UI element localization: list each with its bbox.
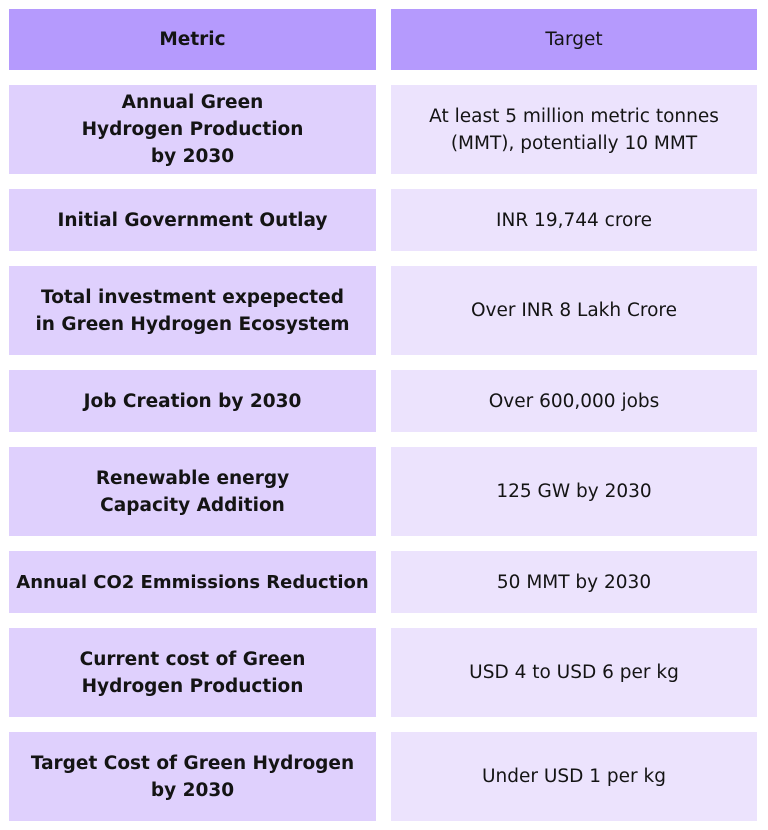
table-row: Target Cost of Green Hydrogen by 2030 Un… — [0, 732, 768, 821]
row-metric: Annual CO2 Emmissions Reduction — [9, 551, 376, 613]
row-metric: Current cost of Green Hydrogen Productio… — [9, 628, 376, 717]
header-target: Target — [391, 9, 757, 70]
row-metric: Target Cost of Green Hydrogen by 2030 — [9, 732, 376, 821]
row-target: Over INR 8 Lakh Crore — [391, 266, 757, 355]
row-metric: Annual Green Hydrogen Production by 2030 — [9, 85, 376, 174]
table-row: Current cost of Green Hydrogen Productio… — [0, 628, 768, 717]
row-metric: Initial Government Outlay — [9, 189, 376, 251]
row-target: At least 5 million metric tonnes (MMT), … — [391, 85, 757, 174]
row-metric: Job Creation by 2030 — [9, 370, 376, 432]
table-row: Job Creation by 2030 Over 600,000 jobs — [0, 370, 768, 432]
table-row: Initial Government Outlay INR 19,744 cro… — [0, 189, 768, 251]
row-target: USD 4 to USD 6 per kg — [391, 628, 757, 717]
row-target: INR 19,744 crore — [391, 189, 757, 251]
table-row: Renewable energy Capacity Addition 125 G… — [0, 447, 768, 536]
row-target: 125 GW by 2030 — [391, 447, 757, 536]
row-metric: Renewable energy Capacity Addition — [9, 447, 376, 536]
row-target: Under USD 1 per kg — [391, 732, 757, 821]
row-target: 50 MMT by 2030 — [391, 551, 757, 613]
row-target: Over 600,000 jobs — [391, 370, 757, 432]
table-header-row: Metric Target — [0, 9, 768, 70]
table-row: Annual Green Hydrogen Production by 2030… — [0, 85, 768, 174]
table-row: Total investment expepected in Green Hyd… — [0, 266, 768, 355]
row-metric: Total investment expepected in Green Hyd… — [9, 266, 376, 355]
header-metric: Metric — [9, 9, 376, 70]
table-row: Annual CO2 Emmissions Reduction 50 MMT b… — [0, 551, 768, 613]
